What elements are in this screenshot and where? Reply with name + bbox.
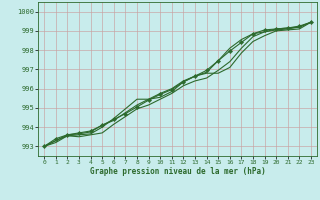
X-axis label: Graphe pression niveau de la mer (hPa): Graphe pression niveau de la mer (hPa) bbox=[90, 167, 266, 176]
